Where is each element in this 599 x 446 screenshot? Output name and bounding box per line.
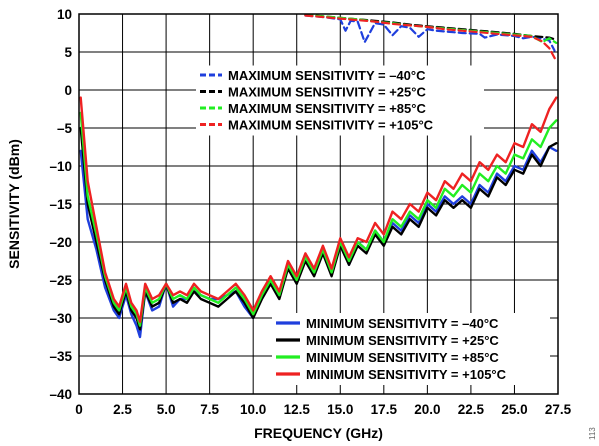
figure-number: 113 [588,427,597,440]
max-series-line [304,14,558,63]
legend-background [272,313,550,385]
y-tick-label: 5 [64,45,72,60]
legend-label: MAXIMUM SENSITIVITY = –40°C [228,68,426,83]
x-tick-label: 7.5 [200,402,219,417]
x-tick-label: 20.0 [414,402,440,417]
legend-label: MINIMUM SENSITIVITY = +85°C [306,350,499,365]
legend-label: MAXIMUM SENSITIVITY = +85°C [228,101,426,116]
x-tick-label: 17.5 [371,402,398,417]
x-tick-label: 12.5 [284,402,311,417]
y-tick-label: –25 [49,273,72,288]
x-tick-label: 10.0 [240,402,266,417]
x-tick-label: 15.0 [327,402,353,417]
y-tick-label: –20 [49,235,72,250]
y-tick-label: –30 [49,311,72,326]
legend-minimum: MINIMUM SENSITIVITY = –40°C MINIMUM SENSI… [272,313,550,385]
legend-label: MINIMUM SENSITIVITY = +25°C [306,333,499,348]
x-tick-label: 2.5 [113,402,132,417]
x-tick-label: 27.5 [545,402,572,417]
y-tick-label: –15 [49,197,72,212]
legend-background [196,65,484,136]
y-tick-label: –40 [49,387,72,402]
min-series-line [79,111,558,327]
max-series-line [304,14,556,52]
y-tick-labels: 10 5 0 –5 –10 –15 –20 –25 –30 –35 –40 [49,7,72,402]
plot-frame [78,13,559,395]
legend-label: MINIMUM SENSITIVITY = +105°C [306,367,507,382]
y-axis-label: SENSITIVITY (dBm) [6,139,22,269]
min-series-line [79,126,558,331]
legend-label: MINIMUM SENSITIVITY = –40°C [306,316,499,331]
x-tick-label: 0 [75,402,83,417]
y-tick-label: –10 [49,159,72,174]
x-tick-labels: 0 2.5 5.0 7.5 10.0 12.5 15.0 17.5 20.0 22.5 25.0 27… [75,402,571,417]
y-tick-label: –5 [57,121,73,136]
x-axis-label: FREQUENCY (GHz) [254,425,383,441]
series-layer [79,13,558,339]
y-tick-label: 10 [57,7,72,22]
y-tick-label: 0 [64,83,72,98]
legend-maximum: MAXIMUM SENSITIVITY = –40°C MAXIMUM SENSI… [196,65,484,136]
x-tick-label: 5.0 [157,402,176,417]
y-tick-label: –35 [49,349,72,364]
min-series-line [79,96,558,323]
x-tick-label: 22.5 [458,402,485,417]
legend-label: MAXIMUM SENSITIVITY = +25°C [228,85,426,100]
x-tick-label: 25.0 [501,402,527,417]
legend-label: MAXIMUM SENSITIVITY = +105°C [228,118,434,133]
